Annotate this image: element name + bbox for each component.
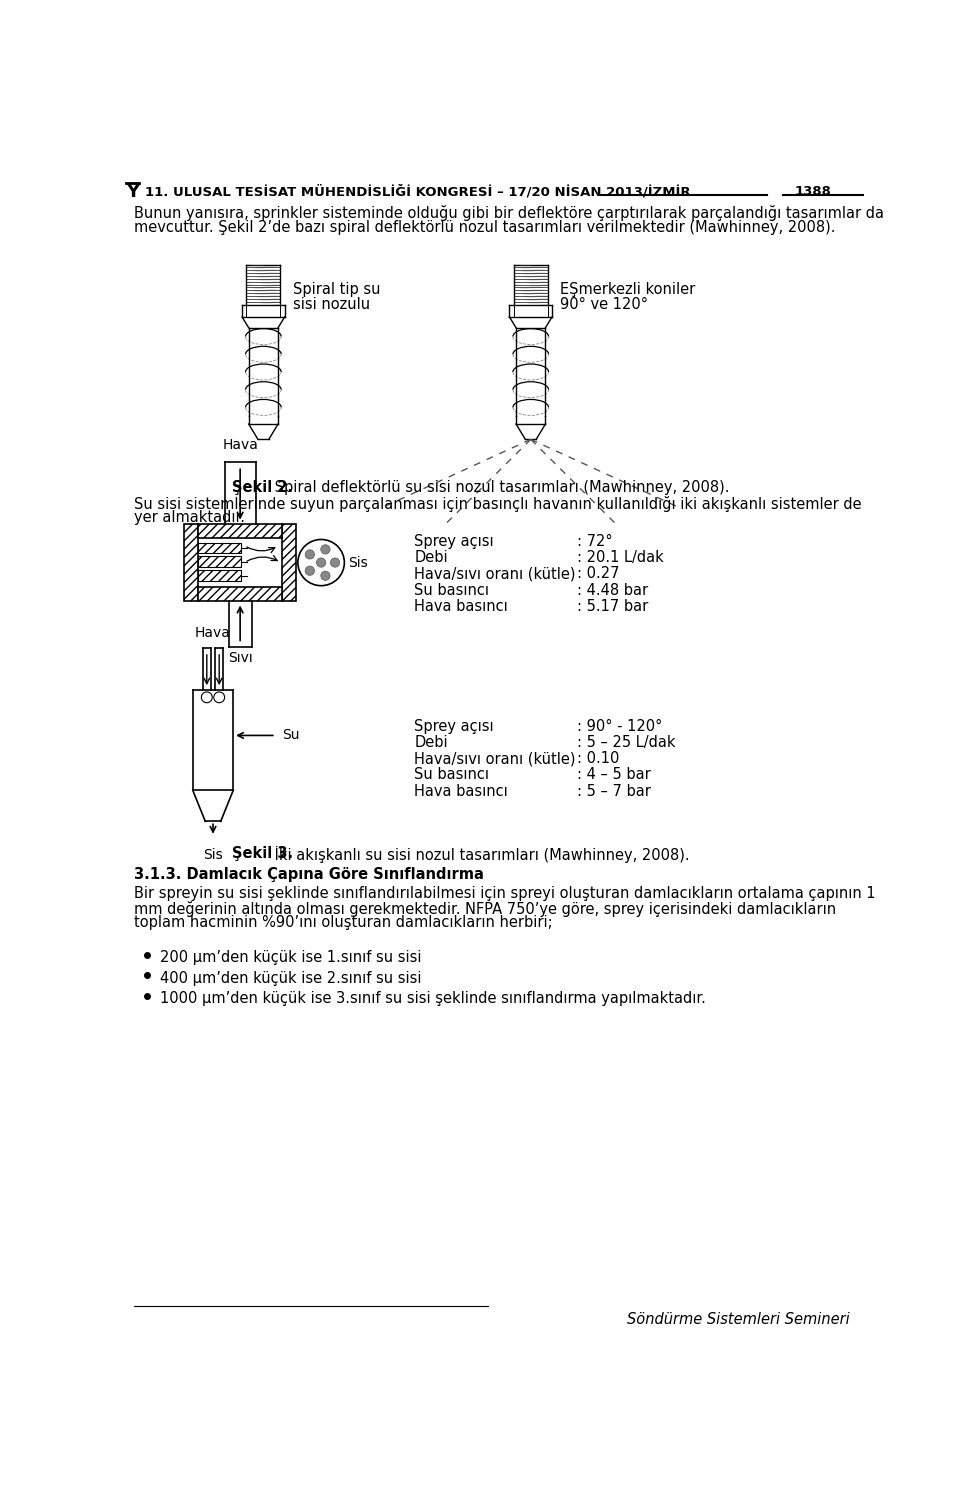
Text: yer almaktadır.: yer almaktadır. [134,510,245,525]
Text: EŞmerkezli koniler: EŞmerkezli koniler [561,282,695,297]
Text: : 0.27: : 0.27 [577,567,620,582]
Text: : 5.17 bar: : 5.17 bar [577,598,649,613]
Text: Debi: Debi [415,550,448,565]
Text: Y: Y [126,183,139,201]
Bar [184,525,198,601]
Text: Sis: Sis [204,848,223,862]
Circle shape [305,567,315,576]
Text: Bir spreyin su sisi şeklinde sınıflandırılabilmesi için spreyi oluşturan damlacı: Bir spreyin su sisi şeklinde sınıflandır… [134,886,876,901]
Bar [282,525,297,601]
Circle shape [321,571,330,580]
Text: Hava: Hava [195,627,231,640]
Text: Su: Su [282,729,300,742]
Circle shape [317,558,325,567]
Text: : 72°: : 72° [577,534,612,549]
Text: Spiral deflektörlü su sisi nozul tasarımları (Mawhinney, 2008).: Spiral deflektörlü su sisi nozul tasarım… [270,480,729,495]
Circle shape [305,550,315,559]
Text: Hava basıncı: Hava basıncı [415,784,508,799]
Text: Hava: Hava [222,438,258,451]
Bar [198,556,241,567]
Text: Sprey açısı: Sprey açısı [415,534,494,549]
Text: Hava/sıvı oranı (kütle): Hava/sıvı oranı (kütle) [415,751,576,766]
Text: Su basıncı: Su basıncı [415,767,490,782]
Text: : 4 – 5 bar: : 4 – 5 bar [577,767,651,782]
Text: : 0.10: : 0.10 [577,751,619,766]
Text: Spiral tip su: Spiral tip su [293,282,380,297]
Bar [198,525,282,538]
Text: 11. ULUSAL TESİSAT MÜHENDİSLİĞİ KONGRESİ – 17/20 NİSAN 2013/İZMİR: 11. ULUSAL TESİSAT MÜHENDİSLİĞİ KONGRESİ… [145,186,690,199]
Bar [198,543,241,553]
Text: Bunun yanısıra, sprinkler sisteminde olduğu gibi bir deflektöre çarptırılarak pa: Bunun yanısıra, sprinkler sisteminde old… [134,205,884,222]
Text: Şekil 2.: Şekil 2. [232,480,294,495]
Text: 200 μm’den küçük ise 1.sınıf su sisi: 200 μm’den küçük ise 1.sınıf su sisi [160,950,421,965]
Bar [198,588,282,601]
Text: Sıvı: Sıvı [228,651,252,666]
Text: toplam hacminin %90’ını oluşturan damlacıkların herbiri;: toplam hacminin %90’ını oluşturan damlac… [134,916,553,931]
Text: Hava/sıvı oranı (kütle): Hava/sıvı oranı (kütle) [415,567,576,582]
Text: : 5 – 25 L/dak: : 5 – 25 L/dak [577,735,676,750]
Text: Söndürme Sistemleri Semineri: Söndürme Sistemleri Semineri [627,1312,850,1327]
Text: Sis: Sis [348,556,368,570]
Text: Su basıncı: Su basıncı [415,583,490,598]
Text: Debi: Debi [415,735,448,750]
Text: 90° ve 120°: 90° ve 120° [561,297,648,312]
Text: İki akışkanlı su sisi nozul tasarımları (Mawhinney, 2008).: İki akışkanlı su sisi nozul tasarımları … [270,845,689,863]
Circle shape [321,544,330,555]
Text: sisi nozulu: sisi nozulu [293,297,370,312]
Text: 400 μm’den küçük ise 2.sınıf su sisi: 400 μm’den küçük ise 2.sınıf su sisi [160,971,421,986]
Text: mm değerinin altında olması gerekmektedir. NFPA 750’ye göre, sprey içerisindeki : mm değerinin altında olması gerekmektedi… [134,901,836,916]
Text: 1000 μm’den küçük ise 3.sınıf su sisi şeklinde sınıflandırma yapılmaktadır.: 1000 μm’den küçük ise 3.sınıf su sisi şe… [160,991,707,1006]
Text: Sprey açısı: Sprey açısı [415,720,494,735]
Text: 3.1.3. Damlacık Çapına Göre Sınıflandırma: 3.1.3. Damlacık Çapına Göre Sınıflandırm… [134,866,484,881]
Text: : 5 – 7 bar: : 5 – 7 bar [577,784,651,799]
Text: : 4.48 bar: : 4.48 bar [577,583,648,598]
Text: 1388: 1388 [794,186,831,198]
Circle shape [330,558,340,567]
Text: Şekil 3.: Şekil 3. [232,845,294,860]
Text: : 90° - 120°: : 90° - 120° [577,720,662,735]
Text: Su sisi sistemlerinde suyun parçalanması için basınçlı havanın kullanıldığı iki : Su sisi sistemlerinde suyun parçalanması… [134,496,861,511]
Text: Hava basıncı: Hava basıncı [415,598,508,613]
Bar [198,570,241,582]
Text: mevcuttur. Şekil 2’de bazı spiral deflektörlü nozul tasarımları verilmektedir (M: mevcuttur. Şekil 2’de bazı spiral deflek… [134,220,835,235]
Text: : 20.1 L/dak: : 20.1 L/dak [577,550,664,565]
